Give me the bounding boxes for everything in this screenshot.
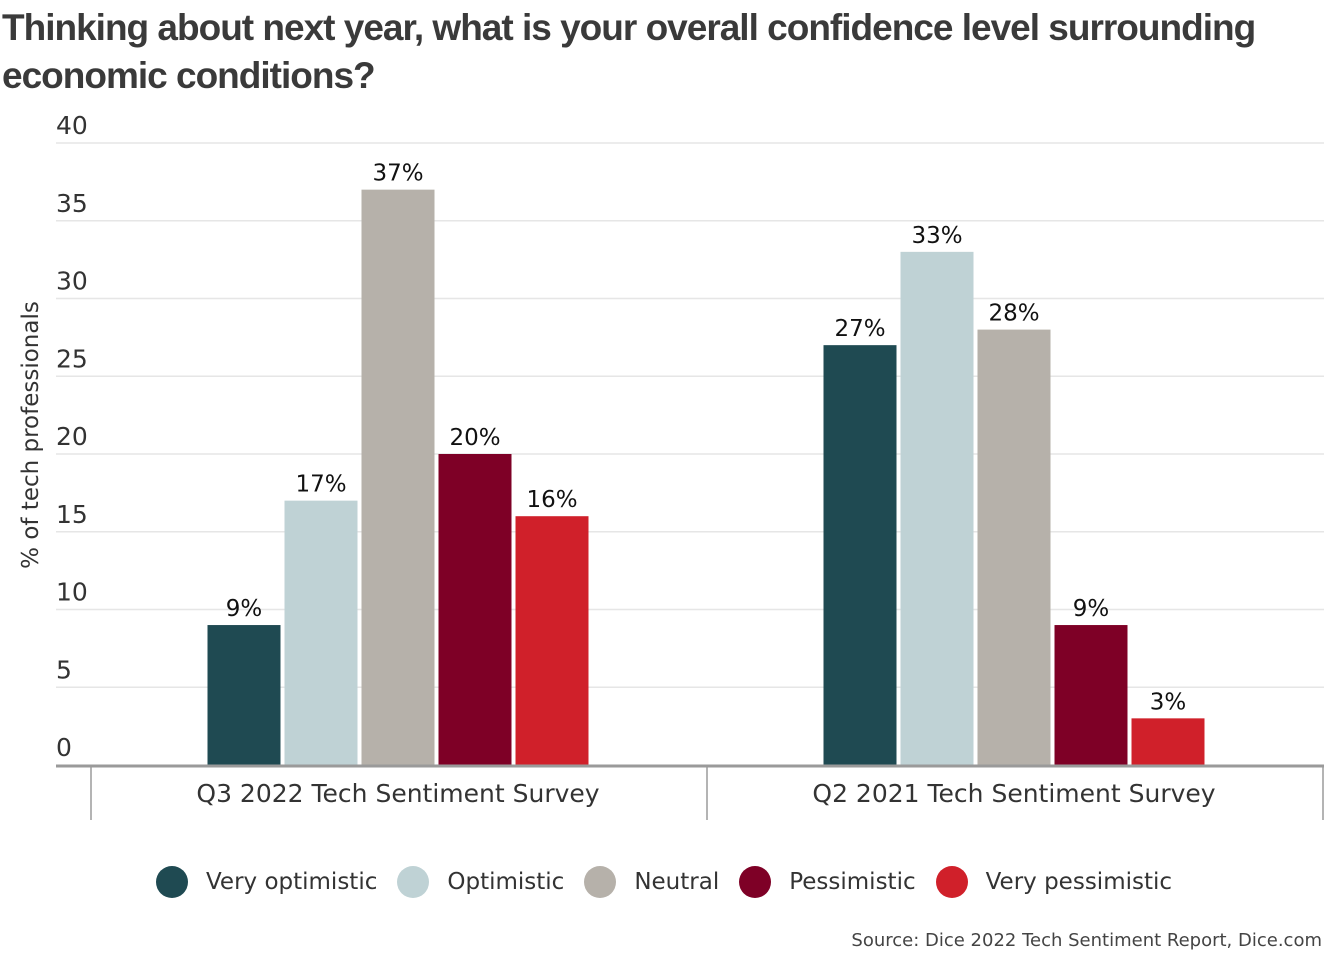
legend-item: Very pessimistic	[935, 866, 1173, 898]
legend-swatch	[397, 866, 430, 898]
legend-swatch	[155, 866, 188, 898]
bar	[207, 625, 281, 765]
bar	[1131, 718, 1205, 765]
bar	[900, 251, 974, 766]
chart-title: Thinking about next year, what is your o…	[2, 7, 1256, 96]
y-tick-label: 0	[56, 733, 72, 762]
legend-swatch	[584, 866, 617, 898]
bar	[515, 516, 589, 765]
bar	[823, 345, 897, 765]
legend-swatch	[739, 866, 772, 898]
legend-swatch	[935, 866, 968, 898]
data-label: 20%	[449, 425, 500, 451]
y-tick-label: 35	[56, 189, 88, 218]
y-tick-label: 5	[56, 655, 72, 684]
legend-label: Very optimistic	[205, 869, 378, 895]
legend-item: Pessimistic	[739, 866, 916, 898]
bar	[1054, 625, 1128, 765]
legend-label: Optimistic	[447, 869, 565, 895]
bar	[284, 500, 358, 765]
data-label: 28%	[988, 301, 1039, 327]
data-label: 17%	[295, 472, 346, 498]
source-note: Source: Dice 2022 Tech Sentiment Report,…	[851, 930, 1322, 951]
bar	[438, 454, 512, 765]
y-tick-label: 15	[56, 500, 88, 529]
legend-label: Very pessimistic	[985, 869, 1173, 895]
y-tick-label: 30	[56, 267, 88, 296]
legend-item: Very optimistic	[155, 866, 378, 898]
data-label: 16%	[526, 487, 577, 513]
data-label: 37%	[372, 161, 423, 187]
y-tick-label: 20	[56, 422, 88, 451]
data-label: 27%	[834, 316, 885, 342]
chart-legend: Very optimistic Optimistic Neutral Pessimis…	[0, 866, 1328, 898]
legend-label: Neutral	[634, 869, 720, 895]
data-label: 9%	[226, 596, 263, 622]
bar	[977, 329, 1051, 765]
y-tick-label: 40	[56, 111, 88, 140]
x-tick-label: Q3 2022 Tech Sentiment Survey	[196, 779, 599, 808]
data-label: 9%	[1073, 596, 1110, 622]
y-tick-label: 25	[56, 344, 88, 373]
legend-item: Neutral	[584, 866, 719, 898]
bar	[361, 189, 435, 765]
data-label: 33%	[911, 223, 962, 249]
data-label: 3%	[1150, 689, 1187, 715]
y-tick-label: 10	[56, 578, 88, 607]
x-tick-label: Q2 2021 Tech Sentiment Survey	[812, 779, 1215, 808]
legend-item: Optimistic	[397, 866, 564, 898]
y-axis-label: % of tech professionals	[18, 301, 44, 569]
legend-label: Pessimistic	[789, 869, 916, 895]
